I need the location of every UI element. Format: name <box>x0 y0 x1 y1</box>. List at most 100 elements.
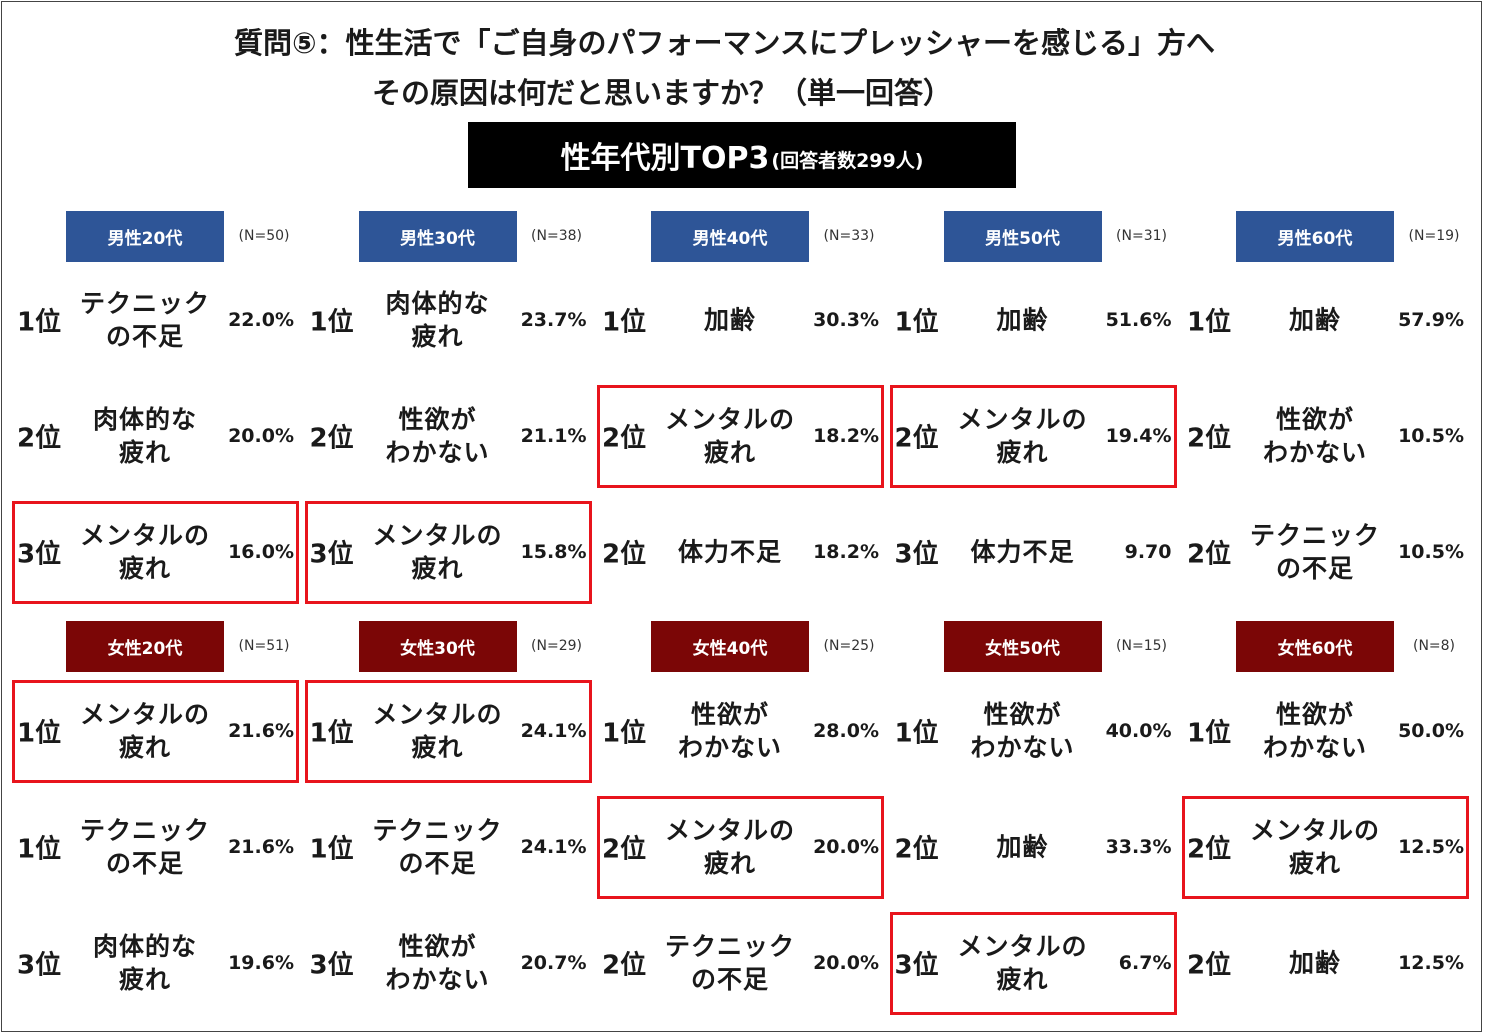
group-label: 男性20代 <box>66 211 224 262</box>
group-label: 女性50代 <box>943 621 1102 672</box>
reason-label: メンタルの 疲れ <box>372 521 503 583</box>
rank-label: 3位 <box>894 539 939 570</box>
percent-label: 30.3% <box>813 309 879 331</box>
reason-label: メンタルの 疲れ <box>957 932 1088 994</box>
highlight-box <box>304 501 592 604</box>
group-sample-size: (N=51) <box>238 638 290 654</box>
subtitle-box: 性年代別TOP3 (回答者数299人) <box>468 122 1016 188</box>
percent-label: 21.6% <box>228 836 294 858</box>
rank-label: 2位 <box>602 834 647 865</box>
highlight-box <box>304 680 592 783</box>
highlight-box <box>597 796 884 899</box>
rank-label: 1位 <box>309 718 354 749</box>
group-label: 男性30代 <box>358 211 517 262</box>
percent-label: 18.2% <box>813 541 879 563</box>
percent-label: 12.5% <box>1398 952 1464 974</box>
reason-label: テクニック の不足 <box>1249 521 1380 583</box>
percent-label: 22.0% <box>228 309 294 331</box>
percent-label: 21.6% <box>228 720 294 742</box>
rank-label: 1位 <box>309 834 354 865</box>
percent-label: 20.0% <box>228 425 294 447</box>
group-sample-size: (N=33) <box>823 228 875 244</box>
group-sample-size: (N=25) <box>823 638 875 654</box>
title-line-1: 質問⑤：性生活で「ご自身のパフォーマンスにプレッシャーを感じる」方へ <box>234 26 1215 60</box>
group-sample-size: (N=15) <box>1116 638 1167 654</box>
percent-label: 33.3% <box>1105 836 1172 858</box>
reason-label: テクニック の不足 <box>664 932 795 994</box>
group-label: 男性40代 <box>651 211 809 262</box>
rank-label: 1位 <box>602 718 647 749</box>
reason-label: メンタルの 疲れ <box>957 405 1088 467</box>
rank-label: 1位 <box>1187 718 1232 749</box>
percent-label: 16.0% <box>228 541 294 563</box>
highlight-box <box>12 501 299 604</box>
reason-label: メンタルの 疲れ <box>79 700 210 762</box>
rank-label: 2位 <box>1187 834 1232 865</box>
reason-label: 性欲が わかない <box>677 700 782 762</box>
percent-label: 23.7% <box>520 309 587 331</box>
reason-label: 加齢 <box>1288 948 1341 978</box>
percent-label: 20.0% <box>813 952 879 974</box>
reason-label: 性欲が わかない <box>385 405 490 467</box>
rank-label: 2位 <box>17 423 62 454</box>
reason-label: 体力不足 <box>677 537 782 567</box>
reason-label: 加齢 <box>996 305 1049 335</box>
group-label: 女性40代 <box>651 621 809 672</box>
reason-label: 加齢 <box>1288 305 1341 335</box>
highlight-box <box>1182 796 1469 899</box>
reason-label: 性欲が わかない <box>970 700 1075 762</box>
rank-label: 3位 <box>309 539 354 570</box>
group-sample-size: (N=31) <box>1116 228 1167 244</box>
percent-label: 28.0% <box>813 720 879 742</box>
rank-label: 1位 <box>17 307 62 338</box>
group-sample-size: (N=38) <box>531 228 582 244</box>
rank-label: 2位 <box>602 423 647 454</box>
rank-label: 1位 <box>309 307 354 338</box>
reason-label: メンタルの 疲れ <box>664 405 795 467</box>
rank-label: 1位 <box>894 718 939 749</box>
reason-label: テクニック の不足 <box>79 816 210 878</box>
reason-label: テクニック の不足 <box>372 816 503 878</box>
reason-label: メンタルの 疲れ <box>664 816 795 878</box>
percent-label: 20.7% <box>520 952 587 974</box>
group-label: 女性30代 <box>358 621 517 672</box>
percent-label: 19.4% <box>1105 425 1172 447</box>
rank-label: 1位 <box>17 834 62 865</box>
group-label: 男性60代 <box>1236 211 1394 262</box>
reason-label: メンタルの 疲れ <box>372 700 503 762</box>
group-label: 女性20代 <box>66 621 224 672</box>
rank-label: 2位 <box>602 950 647 981</box>
reason-label: 肉体的な 疲れ <box>385 289 490 351</box>
percent-label: 51.6% <box>1105 309 1172 331</box>
rank-label: 1位 <box>17 718 62 749</box>
group-label: 女性60代 <box>1236 621 1394 672</box>
group-sample-size: (N=19) <box>1408 228 1460 244</box>
rank-label: 3位 <box>17 950 62 981</box>
rank-label: 1位 <box>894 307 939 338</box>
reason-label: メンタルの 疲れ <box>79 521 210 583</box>
reason-label: 性欲が わかない <box>1262 700 1367 762</box>
rank-label: 2位 <box>1187 539 1232 570</box>
highlight-box <box>889 385 1177 488</box>
reason-label: メンタルの 疲れ <box>1249 816 1380 878</box>
percent-label: 21.1% <box>520 425 587 447</box>
percent-label: 19.6% <box>228 952 294 974</box>
percent-label: 18.2% <box>813 425 879 447</box>
group-sample-size: (N=29) <box>531 638 582 654</box>
highlight-box <box>597 385 884 488</box>
rank-label: 3位 <box>309 950 354 981</box>
percent-label: 50.0% <box>1398 720 1464 742</box>
subtitle-respondents: (回答者数299人) <box>771 149 924 172</box>
rank-label: 1位 <box>602 307 647 338</box>
rank-label: 3位 <box>17 539 62 570</box>
highlight-box <box>889 912 1177 1015</box>
percent-label: 40.0% <box>1105 720 1172 742</box>
percent-label: 9.70 <box>1124 541 1172 563</box>
percent-label: 57.9% <box>1398 309 1464 331</box>
reason-label: 性欲が わかない <box>385 932 490 994</box>
reason-label: 加齢 <box>703 305 756 335</box>
percent-label: 10.5% <box>1398 541 1464 563</box>
group-sample-size: (N=50) <box>238 228 290 244</box>
percent-label: 20.0% <box>813 836 879 858</box>
